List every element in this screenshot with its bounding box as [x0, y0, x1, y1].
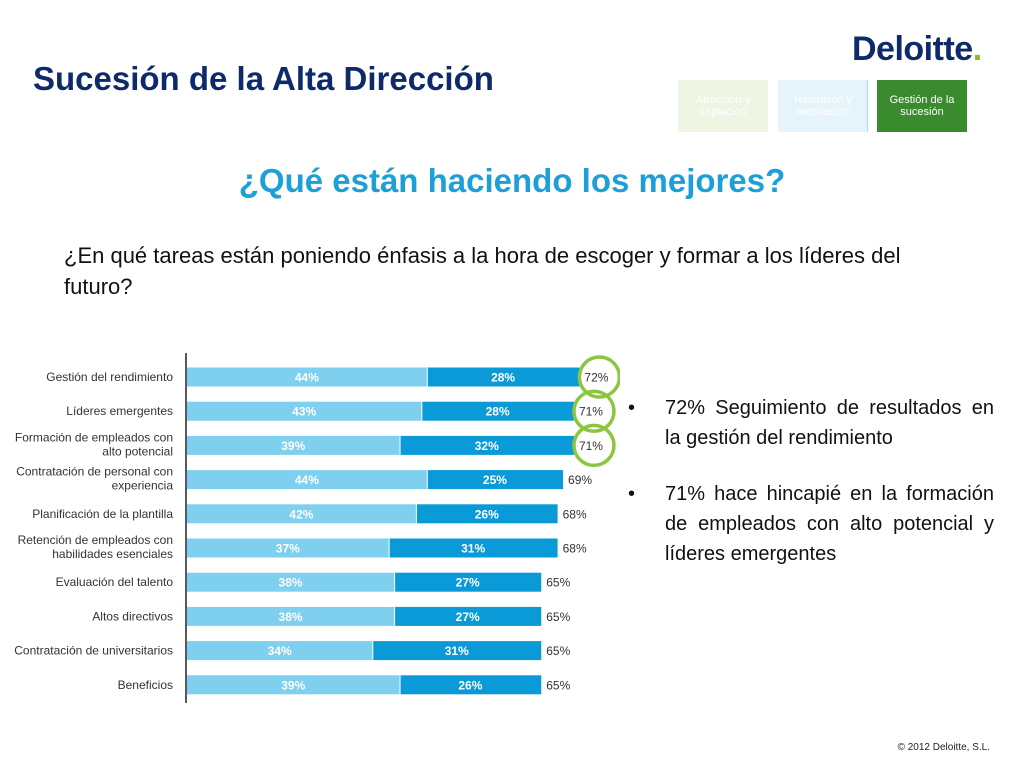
highlight-ring [572, 423, 616, 468]
total-label: 72% [584, 371, 608, 385]
bar-series-2 [416, 504, 558, 524]
bar-value-label: 42% [289, 507, 313, 521]
bullet-text: 71% hace hincapié en la formación de emp… [665, 483, 994, 565]
tab-gestion-sucesion[interactable]: Gestión de la sucesión [877, 80, 967, 132]
bar-value-label: 38% [279, 610, 303, 624]
category-label: experiencia [112, 479, 174, 493]
category-label: Contratación de personal con [16, 465, 173, 479]
page-title: Sucesión de la Alta Dirección [33, 60, 494, 97]
bar-series-1 [187, 641, 373, 661]
bar-series-1 [187, 367, 427, 387]
bar-series-1 [187, 504, 416, 524]
bullet-marker: • [628, 397, 636, 419]
bar-series-1 [187, 435, 400, 455]
category-label: Gestión del rendimiento [46, 370, 173, 384]
bar-value-label: 28% [486, 405, 510, 419]
bullet-marker: • [628, 483, 636, 505]
bar-series-2 [395, 572, 542, 592]
tab-atraccion[interactable]: Atracción y captación [678, 80, 768, 132]
total-label: 65% [546, 610, 570, 624]
bar-value-label: 34% [268, 644, 292, 658]
bar-series-2 [389, 538, 558, 558]
bar-series-2 [400, 435, 574, 455]
total-label: 71% [579, 439, 603, 453]
copyright-footer: © 2012 Deloitte, S.L. [897, 742, 990, 753]
stacked-bar-chart: Gestión del rendimiento 44% 28% 72% Líderes … [14, 353, 620, 703]
category-label: alto potencial [102, 444, 173, 458]
bar-value-label: 37% [276, 542, 300, 556]
bar-series-1 [187, 606, 395, 626]
bar-series-2 [422, 401, 574, 421]
bar-value-label: 43% [292, 405, 316, 419]
bullet-text: 72% Seguimiento de resultados en la gest… [665, 397, 994, 449]
highlight-ring [572, 389, 616, 433]
section-subtitle: ¿Qué están haciendo los mejores? [238, 162, 786, 199]
logo-dot: . [972, 30, 982, 68]
category-label: habilidades esenciales [52, 547, 173, 561]
bar-series-2 [427, 470, 564, 490]
bar-value-label: 44% [295, 473, 319, 487]
highlight-ring [577, 355, 620, 399]
total-label: 68% [563, 542, 587, 556]
bar-value-label: 27% [456, 610, 480, 624]
total-label: 65% [546, 576, 570, 590]
bar-series-1 [187, 401, 422, 421]
category-label: Retención de empleados con [18, 533, 173, 547]
total-label: 68% [563, 507, 587, 521]
bar-value-label: 38% [279, 576, 303, 590]
category-label: Líderes emergentes [66, 404, 173, 418]
bar-value-label: 32% [475, 439, 499, 453]
deloitte-logo: Deloitte. [852, 30, 982, 69]
total-label: 69% [568, 473, 592, 487]
tab-retencion[interactable]: Retención y motivación [778, 80, 868, 132]
bullet-list: • 72% Seguimiento de resultados en la ges… [628, 393, 994, 595]
bullet-item: • 71% hace hincapié en la formación de em… [628, 479, 994, 569]
bar-value-label: 28% [491, 371, 515, 385]
bar-value-label: 26% [475, 507, 499, 521]
bar-value-label: 31% [461, 542, 485, 556]
bar-series-1 [187, 675, 400, 695]
total-label: 71% [579, 405, 603, 419]
total-label: 65% [546, 644, 570, 658]
bar-series-1 [187, 538, 389, 558]
category-label: Evaluación del talento [56, 575, 174, 589]
tab-divider [867, 80, 868, 132]
bar-series-2 [427, 367, 580, 387]
bar-value-label: 25% [483, 473, 507, 487]
total-label: 65% [546, 678, 570, 692]
bullet-item: • 72% Seguimiento de resultados en la ges… [628, 393, 994, 453]
category-label: Contratación de universitarios [14, 644, 173, 658]
bar-value-label: 39% [281, 439, 305, 453]
bar-value-label: 39% [281, 678, 305, 692]
bar-series-2 [395, 606, 542, 626]
bar-series-1 [187, 470, 427, 490]
bar-series-2 [373, 641, 542, 661]
bar-value-label: 26% [458, 678, 482, 692]
bar-series-2 [400, 675, 542, 695]
category-label: Altos directivos [92, 609, 173, 623]
bar-value-label: 27% [456, 576, 480, 590]
category-label: Beneficios [118, 678, 173, 692]
question-text: ¿En qué tareas están poniendo énfasis a … [64, 243, 901, 299]
category-label: Planificación de la plantilla [32, 507, 173, 521]
category-label: Formación de empleados con [15, 430, 173, 444]
bar-value-label: 31% [445, 644, 469, 658]
bar-series-1 [187, 572, 395, 592]
logo-text: Deloitte [852, 30, 973, 68]
bar-value-label: 44% [295, 371, 319, 385]
